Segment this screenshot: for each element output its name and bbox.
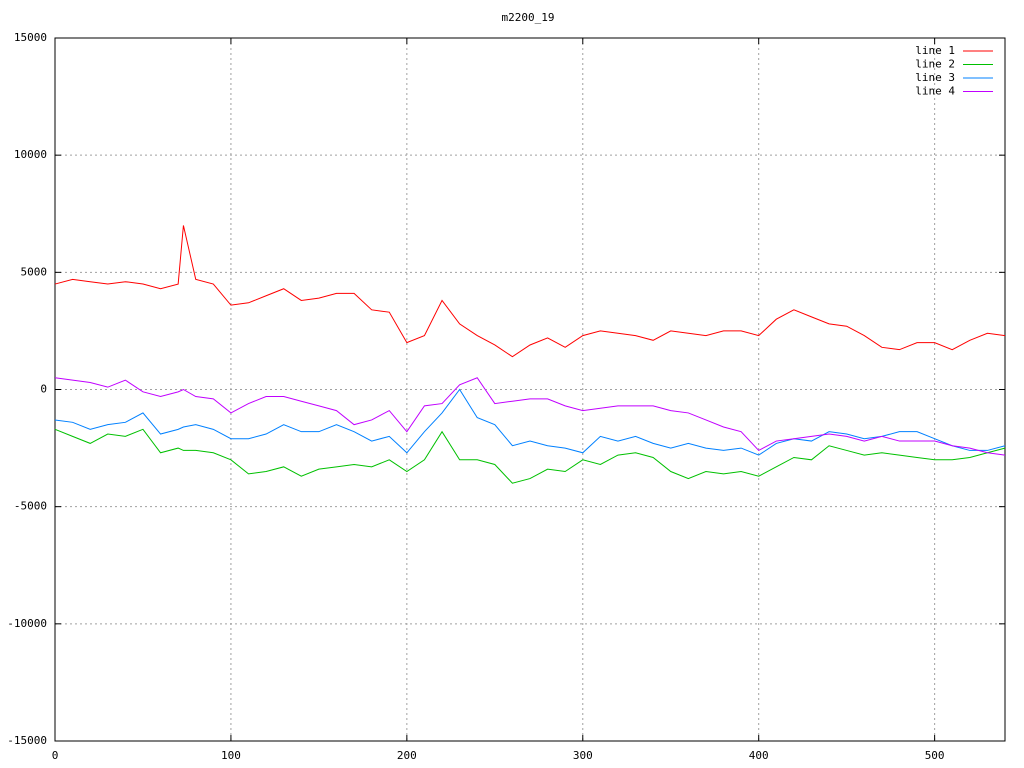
data-line xyxy=(54,388,1006,456)
x-tick-label: 200 xyxy=(397,749,417,762)
legend-label: line 2 xyxy=(915,58,955,71)
y-tick-label: -5000 xyxy=(14,500,47,513)
data-line xyxy=(54,428,1006,484)
x-tick-label: 500 xyxy=(925,749,945,762)
x-tick-label: 0 xyxy=(52,749,59,762)
legend-label: line 3 xyxy=(915,71,955,84)
y-tick-label: -15000 xyxy=(7,734,47,747)
data-line xyxy=(54,225,1006,358)
y-tick-label: 10000 xyxy=(14,148,47,161)
y-tick-label: 0 xyxy=(40,383,47,396)
x-tick-label: 300 xyxy=(573,749,593,762)
y-tick-label: -10000 xyxy=(7,617,47,630)
x-tick-label: 400 xyxy=(749,749,769,762)
chart-title: m2200_19 xyxy=(502,11,555,24)
x-tick-label: 100 xyxy=(221,749,241,762)
data-line xyxy=(54,377,1006,456)
legend-label: line 1 xyxy=(915,44,955,57)
y-tick-label: 5000 xyxy=(21,265,48,278)
legend-label: line 4 xyxy=(915,85,955,98)
plot-border xyxy=(54,37,1006,742)
y-tick-label: 15000 xyxy=(14,31,47,44)
